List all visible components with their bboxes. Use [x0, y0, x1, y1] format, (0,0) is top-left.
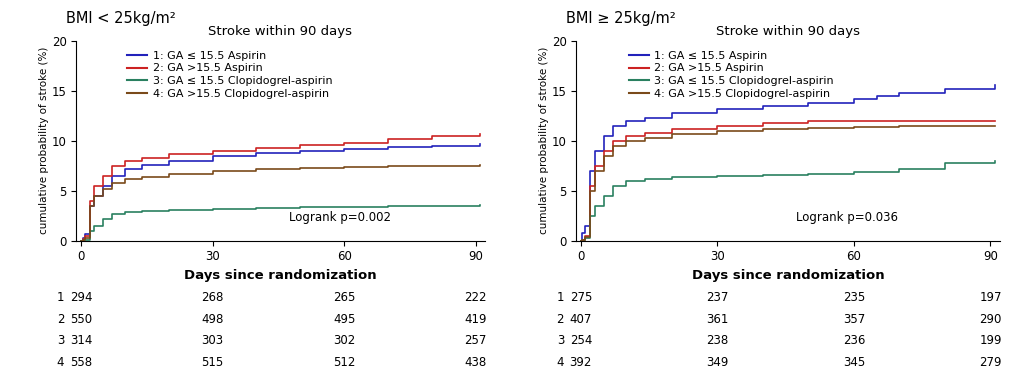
Text: Days since randomization: Days since randomization: [691, 269, 883, 282]
Text: 257: 257: [464, 334, 486, 347]
Text: 345: 345: [842, 356, 864, 369]
Y-axis label: cumulative probability of stroke (%): cumulative probability of stroke (%): [538, 47, 548, 234]
Text: 498: 498: [201, 313, 223, 326]
Text: Logrank p=0.036: Logrank p=0.036: [796, 211, 898, 223]
Text: 265: 265: [332, 291, 355, 305]
Text: 361: 361: [705, 313, 728, 326]
Text: 438: 438: [464, 356, 486, 369]
Y-axis label: cumulative probability of stroke (%): cumulative probability of stroke (%): [39, 47, 49, 234]
Text: 1: 1: [57, 291, 64, 305]
Text: 2: 2: [57, 313, 64, 326]
Text: 357: 357: [842, 313, 864, 326]
Text: 419: 419: [464, 313, 486, 326]
Legend: 1: GA ≤ 15.5 Aspirin, 2: GA >15.5 Aspirin, 3: GA ≤ 15.5 Clopidogrel-aspirin, 4: : 1: GA ≤ 15.5 Aspirin, 2: GA >15.5 Aspiri…: [122, 46, 336, 104]
Text: 238: 238: [705, 334, 728, 347]
Text: 4: 4: [57, 356, 64, 369]
Text: 268: 268: [201, 291, 223, 305]
Text: 197: 197: [978, 291, 1001, 305]
Text: 3: 3: [57, 334, 64, 347]
Text: 4: 4: [556, 356, 564, 369]
Text: 550: 550: [69, 313, 92, 326]
Text: 303: 303: [201, 334, 223, 347]
Text: BMI < 25kg/m²: BMI < 25kg/m²: [66, 11, 176, 26]
Text: 407: 407: [569, 313, 591, 326]
Text: 349: 349: [705, 356, 728, 369]
Text: 558: 558: [69, 356, 92, 369]
Text: 1: 1: [556, 291, 564, 305]
Text: 392: 392: [569, 356, 591, 369]
Text: 199: 199: [978, 334, 1001, 347]
Text: 254: 254: [569, 334, 591, 347]
Title: Stroke within 90 days: Stroke within 90 days: [208, 25, 353, 38]
Text: 512: 512: [332, 356, 355, 369]
Text: 495: 495: [332, 313, 355, 326]
Text: BMI ≥ 25kg/m²: BMI ≥ 25kg/m²: [566, 11, 676, 26]
Text: 515: 515: [201, 356, 223, 369]
Text: 237: 237: [705, 291, 728, 305]
Text: 279: 279: [978, 356, 1001, 369]
Text: 235: 235: [842, 291, 864, 305]
Text: 2: 2: [556, 313, 564, 326]
Text: 3: 3: [556, 334, 564, 347]
Text: Days since randomization: Days since randomization: [184, 269, 376, 282]
Text: 314: 314: [69, 334, 92, 347]
Legend: 1: GA ≤ 15.5 Aspirin, 2: GA >15.5 Aspirin, 3: GA ≤ 15.5 Clopidogrel-aspirin, 4: : 1: GA ≤ 15.5 Aspirin, 2: GA >15.5 Aspiri…: [624, 46, 838, 104]
Text: 236: 236: [842, 334, 864, 347]
Text: 294: 294: [69, 291, 92, 305]
Text: 222: 222: [464, 291, 486, 305]
Text: Logrank p=0.002: Logrank p=0.002: [288, 211, 390, 223]
Title: Stroke within 90 days: Stroke within 90 days: [715, 25, 859, 38]
Text: 275: 275: [569, 291, 591, 305]
Text: 302: 302: [332, 334, 355, 347]
Text: 290: 290: [978, 313, 1001, 326]
